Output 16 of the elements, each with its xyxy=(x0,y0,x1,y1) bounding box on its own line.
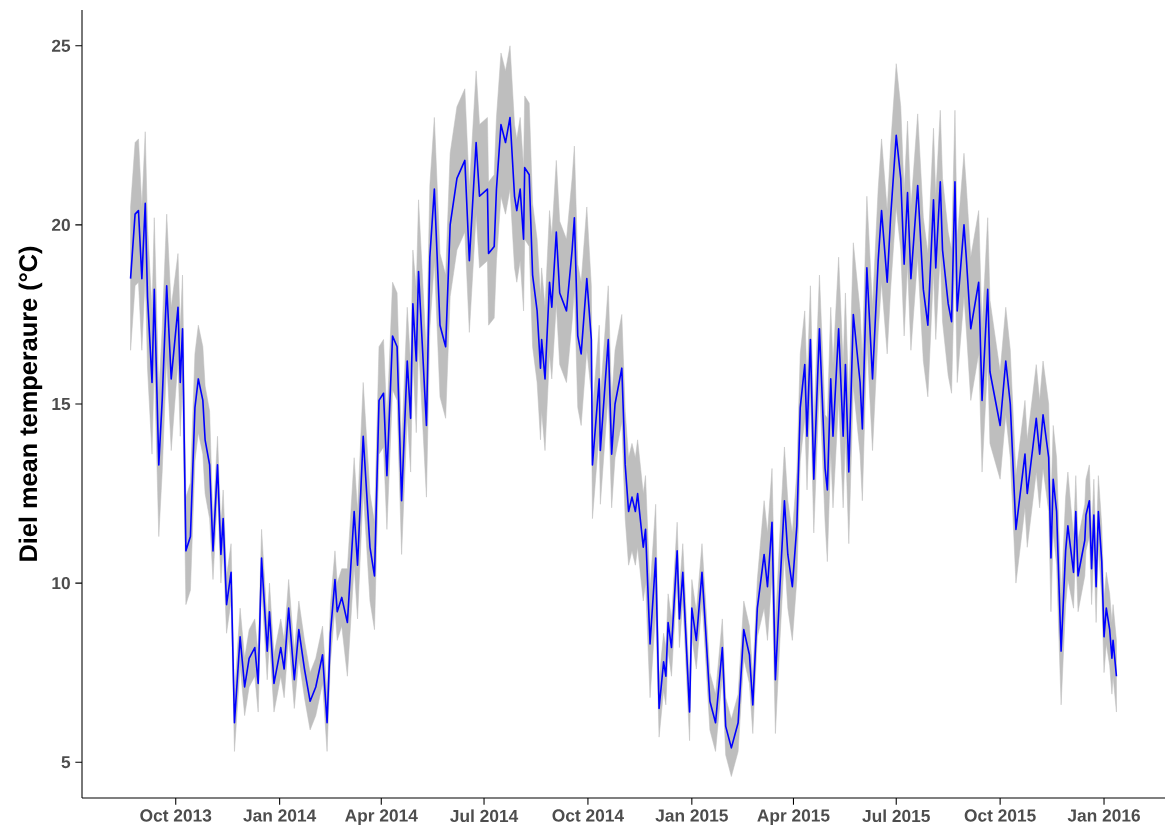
x-tick-label: Oct 2015 xyxy=(964,809,1036,822)
x-tick-label: Jan 2014 xyxy=(243,809,317,822)
x-tick-label: Oct 2013 xyxy=(140,809,212,822)
x-tick-label: Jan 2015 xyxy=(655,809,728,822)
x-tick-label: Apr 2015 xyxy=(757,809,830,826)
y-tick-label: 25 xyxy=(51,39,71,52)
y-tick-label: 20 xyxy=(51,218,70,232)
x-tick-label: Oct 2014 xyxy=(552,809,624,822)
x-tick-label: Jul 2015 xyxy=(862,809,930,823)
y-axis-title: Diel mean temperaure (°C) xyxy=(18,246,43,561)
y-tick-label: 15 xyxy=(52,397,71,411)
y-tick-label: 5 xyxy=(61,756,71,769)
y-tick-label: 10 xyxy=(52,576,70,590)
x-tick-label: Jan 2016 xyxy=(1067,809,1140,822)
x-tick-label: Apr 2014 xyxy=(345,809,418,826)
x-tick-label: Jul 2014 xyxy=(450,809,519,823)
